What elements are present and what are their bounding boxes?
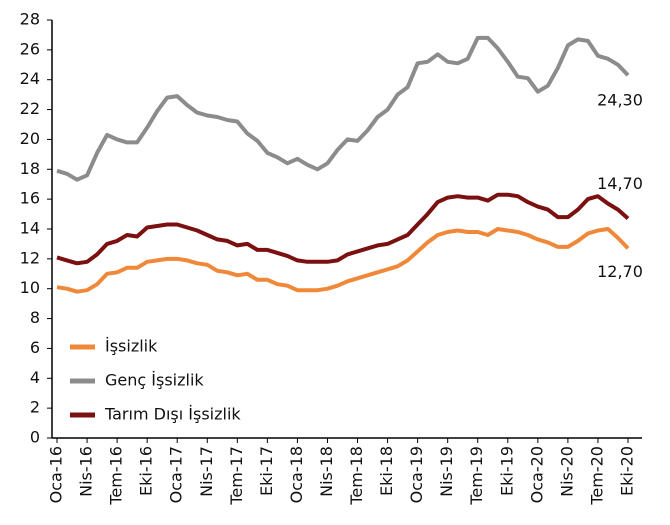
end-label: 12,70 [597,262,643,281]
x-tick-label: Tem-16 [107,446,126,506]
x-tick-label: Oca-19 [407,446,426,503]
x-tick-label: Nis-16 [77,446,96,497]
x-tick-label: Eki-17 [257,446,276,496]
x-tick-label: Nis-18 [317,446,336,497]
y-tick-label: 18 [20,159,40,178]
x-tick-label: Eki-20 [618,446,637,496]
x-tick-label: Tem-19 [467,446,486,506]
x-tick-label: Eki-16 [137,446,156,496]
x-tick-label: Nis-20 [557,446,576,497]
y-tick-label: 6 [30,338,40,357]
y-tick-label: 8 [30,308,40,327]
legend-label: Genç İşsizlik [105,371,204,390]
x-tick-label: Oca-17 [167,446,186,503]
x-tick-label: Oca-20 [527,446,546,503]
x-tick-label: Tem-17 [227,446,246,506]
x-tick-label: Eki-18 [377,446,396,496]
end-label: 24,30 [597,91,643,110]
x-tick-label: Nis-17 [197,446,216,497]
y-tick-label: 2 [30,398,40,417]
x-tick-label: Tem-18 [347,446,366,506]
y-tick-label: 10 [20,278,40,297]
x-tick-label: Tem-20 [587,446,606,506]
legend-label: Tarım Dışı İşsizlik [104,405,241,424]
x-tick-label: Oca-18 [287,446,306,503]
x-tick-label: Nis-19 [437,446,456,497]
y-tick-label: 12 [20,248,40,267]
end-label: 14,70 [597,174,643,193]
y-tick-label: 26 [20,39,40,58]
x-tick-label: Oca-16 [47,446,66,503]
y-tick-label: 4 [30,368,40,387]
y-tick-label: 20 [20,129,40,148]
series-line [56,227,630,294]
y-tick-label: 24 [20,69,40,88]
y-tick-label: 16 [20,189,40,208]
y-tick-label: 22 [20,99,40,118]
series-line [56,192,630,266]
legend-label: İşsizlik [105,337,158,356]
series-line [56,35,630,182]
x-tick-label: Eki-19 [497,446,516,496]
y-tick-label: 14 [20,219,40,238]
y-tick-label: 0 [30,428,40,447]
y-tick-label: 28 [20,10,40,29]
